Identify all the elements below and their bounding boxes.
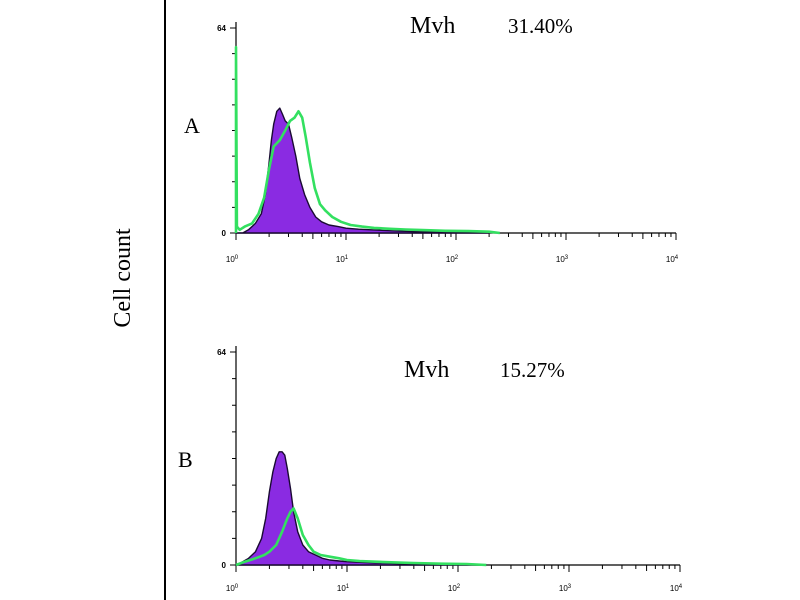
panel-b-marker: Mvh: [404, 357, 449, 383]
panel-b: B Mvh 15.27% 0 64 100 101 102 103 104: [178, 346, 683, 593]
x-tick-label: 104: [666, 255, 679, 264]
x-tick-label: 100: [226, 584, 239, 593]
control-histogram-area: [235, 107, 490, 234]
x-tick-label: 101: [336, 255, 349, 264]
panel-a-plot: 0 64 100 101 102 103 104: [217, 22, 679, 264]
x-tick-label: 101: [337, 584, 350, 593]
panel-a: A Mvh 31.40% 0 64 100 101 102 103 104: [184, 13, 679, 264]
y-axis-label: Cell count: [110, 228, 136, 328]
y-tick-label: 0: [222, 561, 227, 570]
sample-histogram-line: [235, 507, 487, 567]
y-tick-label: 64: [217, 348, 226, 357]
panel-a-label: A: [184, 113, 200, 138]
x-tick-label: 100: [226, 255, 239, 264]
panel-b-percent: 15.27%: [500, 358, 565, 382]
panel-b-plot: 0 64 100 101 102 103 104: [217, 346, 683, 593]
panel-b-label: B: [178, 447, 193, 472]
x-tick-label: 102: [446, 255, 459, 264]
x-tick-label: 104: [670, 584, 683, 593]
x-tick-label: 102: [448, 584, 461, 593]
panel-a-percent: 31.40%: [508, 14, 573, 38]
y-tick-label: 64: [217, 24, 226, 33]
y-tick-label: 0: [222, 229, 227, 238]
sample-histogram-line: [234, 45, 500, 235]
panel-a-marker: Mvh: [410, 13, 455, 39]
x-tick-label: 103: [556, 255, 569, 264]
x-tick-label: 103: [559, 584, 572, 593]
